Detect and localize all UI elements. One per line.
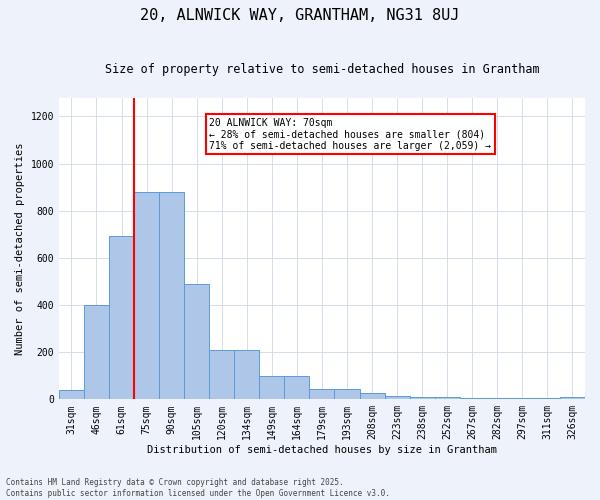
Bar xyxy=(284,376,310,400)
Bar xyxy=(535,398,560,400)
Text: 20, ALNWICK WAY, GRANTHAM, NG31 8UJ: 20, ALNWICK WAY, GRANTHAM, NG31 8UJ xyxy=(140,8,460,22)
Bar xyxy=(359,393,385,400)
Y-axis label: Number of semi-detached properties: Number of semi-detached properties xyxy=(15,142,25,354)
Bar xyxy=(184,284,209,400)
Bar xyxy=(410,398,434,400)
Bar xyxy=(84,305,109,400)
Bar xyxy=(109,236,134,400)
Bar xyxy=(434,398,460,400)
Bar xyxy=(510,398,535,400)
Title: Size of property relative to semi-detached houses in Grantham: Size of property relative to semi-detach… xyxy=(104,62,539,76)
Bar xyxy=(385,396,410,400)
X-axis label: Distribution of semi-detached houses by size in Grantham: Distribution of semi-detached houses by … xyxy=(147,445,497,455)
Bar xyxy=(310,388,334,400)
Bar xyxy=(460,398,485,400)
Bar xyxy=(334,388,359,400)
Bar xyxy=(209,350,234,400)
Bar xyxy=(159,192,184,400)
Bar xyxy=(485,398,510,400)
Bar xyxy=(234,350,259,400)
Bar xyxy=(134,192,159,400)
Text: 20 ALNWICK WAY: 70sqm
← 28% of semi-detached houses are smaller (804)
71% of sem: 20 ALNWICK WAY: 70sqm ← 28% of semi-deta… xyxy=(209,118,491,150)
Bar xyxy=(59,390,84,400)
Bar xyxy=(560,397,585,400)
Bar xyxy=(259,376,284,400)
Text: Contains HM Land Registry data © Crown copyright and database right 2025.
Contai: Contains HM Land Registry data © Crown c… xyxy=(6,478,390,498)
